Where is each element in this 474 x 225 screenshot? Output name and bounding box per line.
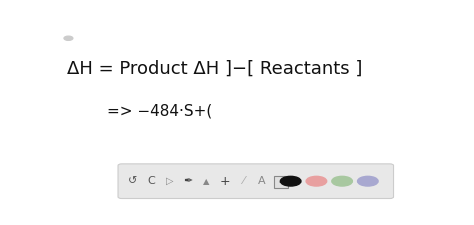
Circle shape (306, 176, 327, 186)
FancyBboxPatch shape (274, 176, 288, 188)
Circle shape (332, 176, 352, 186)
Text: ΔH = Product ΔH ]−[ Reactants ]: ΔH = Product ΔH ]−[ Reactants ] (66, 60, 362, 78)
Text: ⁄: ⁄ (242, 176, 244, 186)
Text: ✒: ✒ (183, 176, 192, 186)
Circle shape (357, 176, 378, 186)
FancyBboxPatch shape (118, 164, 393, 198)
Text: => −484·S+(: => −484·S+( (107, 103, 212, 118)
Text: C: C (147, 176, 155, 186)
Circle shape (64, 36, 73, 40)
Text: ▲: ▲ (279, 179, 283, 184)
Text: ▲: ▲ (203, 177, 210, 186)
Text: ▷: ▷ (166, 176, 173, 186)
Circle shape (281, 176, 301, 186)
Text: +: + (219, 175, 230, 188)
Text: ↺: ↺ (128, 176, 137, 186)
Text: A: A (257, 176, 265, 186)
